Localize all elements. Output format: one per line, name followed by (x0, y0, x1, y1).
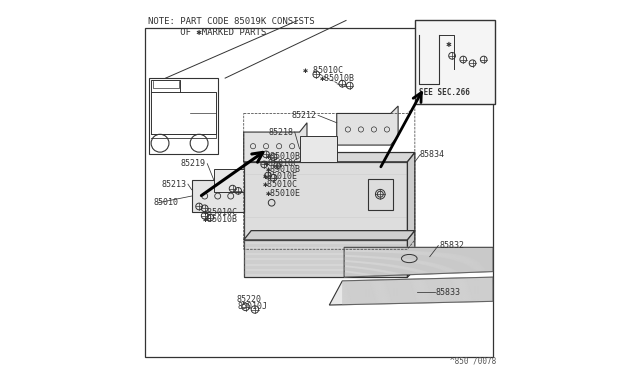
Text: 85832: 85832 (439, 241, 464, 250)
Bar (145, 28, 493, 357)
Text: 85220: 85220 (236, 295, 261, 304)
Text: NOTE: PART CODE 85019K CONSISTS: NOTE: PART CODE 85019K CONSISTS (148, 17, 315, 26)
Polygon shape (244, 162, 408, 240)
Text: 85213: 85213 (162, 180, 187, 189)
Text: ✱85010B: ✱85010B (203, 215, 238, 224)
Polygon shape (300, 136, 337, 162)
Polygon shape (244, 123, 307, 162)
Polygon shape (408, 153, 415, 240)
Polygon shape (369, 179, 392, 210)
Text: SEE SEC.266: SEE SEC.266 (419, 89, 470, 97)
Text: 85010J: 85010J (237, 302, 268, 311)
Text: ✱85010B: ✱85010B (266, 152, 301, 161)
Text: ✱85010E: ✱85010E (262, 172, 298, 181)
Text: 85218: 85218 (269, 128, 294, 137)
Text: ^850 /0078: ^850 /0078 (451, 356, 497, 365)
Text: ✱85010B: ✱85010B (266, 165, 301, 174)
Polygon shape (344, 247, 493, 277)
Polygon shape (214, 169, 244, 192)
Text: ✱85010C: ✱85010C (264, 159, 300, 168)
Text: ✱ 85010C: ✱ 85010C (303, 66, 343, 75)
Polygon shape (244, 240, 408, 277)
Text: ✱85010C: ✱85010C (262, 180, 298, 189)
Text: 85219: 85219 (180, 159, 205, 168)
Polygon shape (244, 231, 415, 240)
Text: ✱85010C: ✱85010C (203, 208, 238, 217)
Polygon shape (191, 180, 244, 212)
Polygon shape (408, 231, 415, 277)
Text: 85010: 85010 (154, 198, 179, 207)
Text: 85833: 85833 (435, 288, 460, 296)
Polygon shape (244, 153, 415, 162)
Bar (149, 78, 218, 154)
Text: 85834: 85834 (420, 150, 445, 159)
Text: ✱85010E: ✱85010E (266, 189, 301, 198)
Text: OF ✱MARKED PARTS: OF ✱MARKED PARTS (148, 28, 266, 37)
Text: 85212: 85212 (291, 111, 316, 120)
Polygon shape (337, 106, 398, 145)
Bar (415, 20, 495, 104)
Text: ✱85010B: ✱85010B (320, 74, 355, 83)
Text: ✱: ✱ (445, 42, 451, 48)
Polygon shape (330, 277, 493, 305)
